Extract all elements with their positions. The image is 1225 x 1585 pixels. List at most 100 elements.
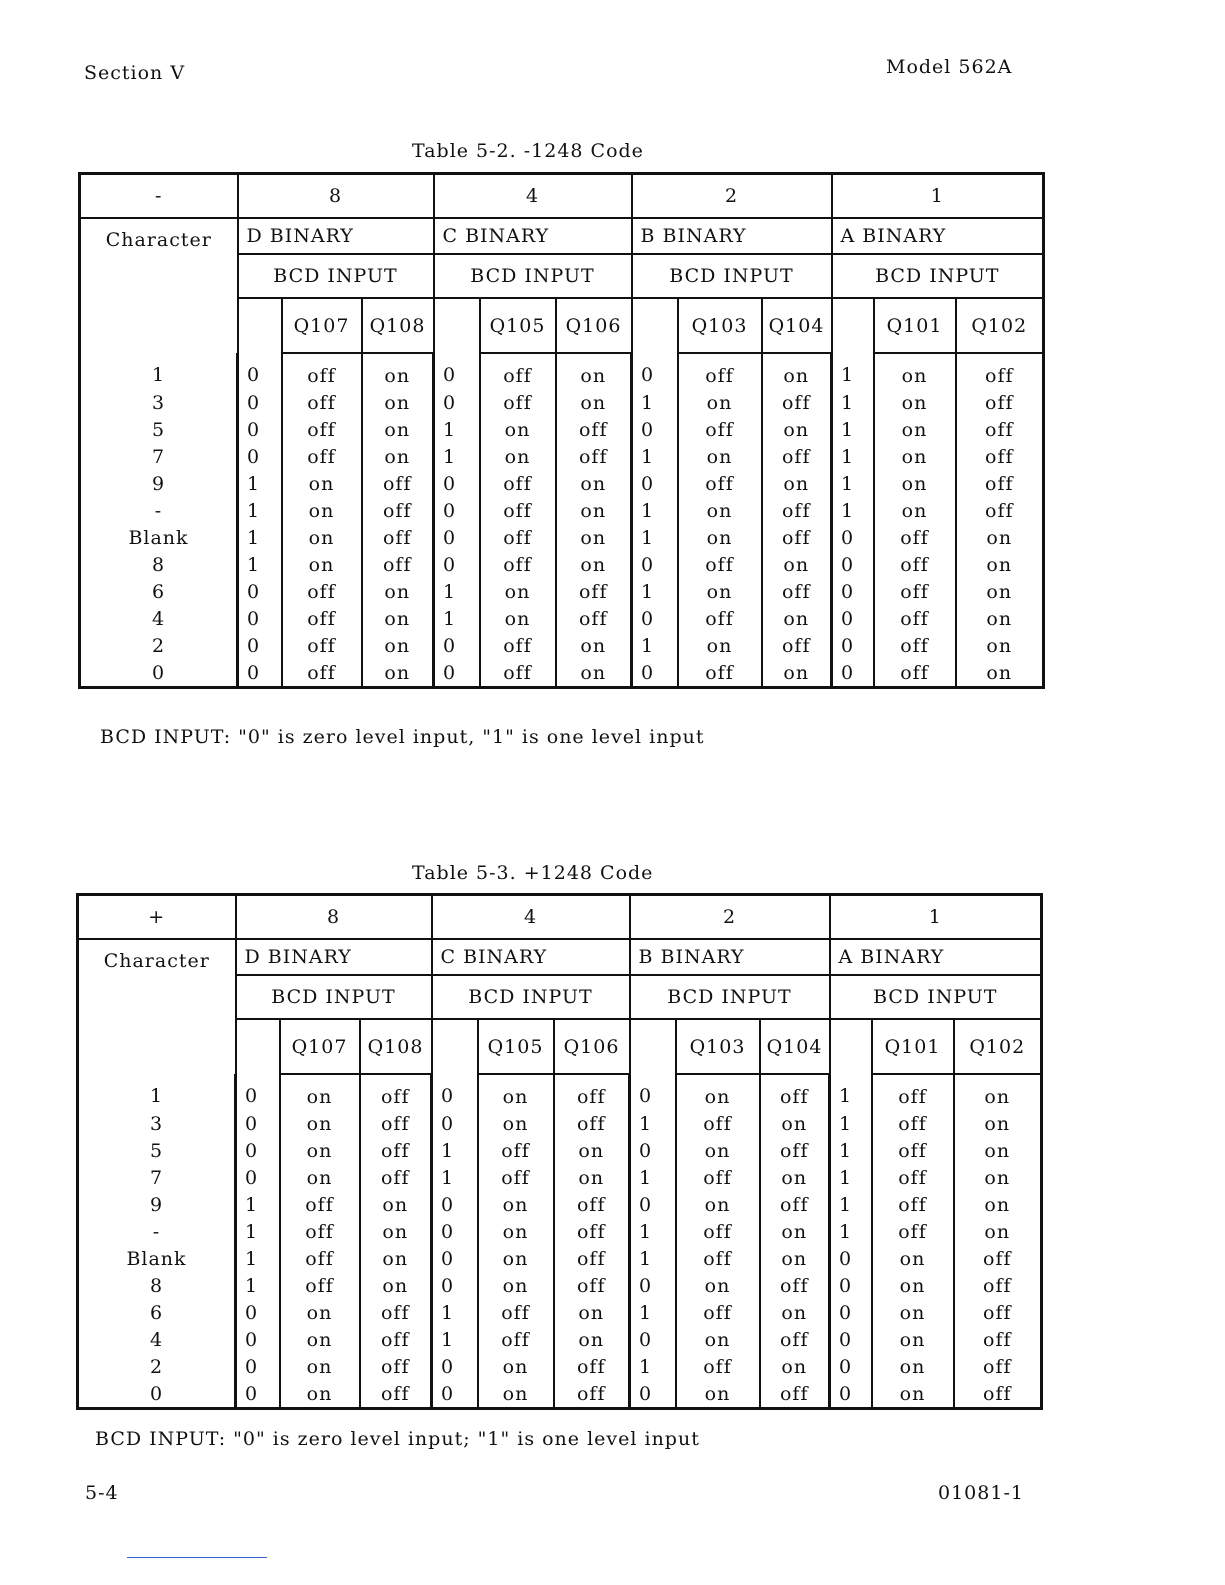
state-cell: on: [954, 605, 1044, 632]
table-row: 7 0 on off 1 off on 1 off on 1 off on: [78, 1164, 1042, 1191]
bit-cell: 0: [236, 389, 282, 416]
state-cell: off: [476, 1299, 554, 1326]
bit-cell: 0: [828, 1380, 872, 1409]
q-header: Q108: [358, 1018, 433, 1075]
bit-cell: 0: [234, 1074, 280, 1110]
state-cell: on: [278, 1164, 360, 1191]
state-cell: on: [358, 1218, 432, 1245]
table-note: BCD INPUT: "0" is zero level input, "1" …: [100, 726, 705, 748]
character-cell: 2: [151, 634, 166, 657]
state-cell: on: [760, 470, 832, 497]
state-cell: off: [554, 443, 632, 470]
state-cell: on: [554, 389, 632, 416]
state-cell: on: [360, 416, 434, 443]
bit-cell: 0: [234, 1299, 280, 1326]
weight-header: 4: [430, 893, 631, 940]
bit-cell: 1: [828, 1191, 872, 1218]
binary-header: C BINARY: [432, 217, 633, 255]
state-cell: off: [478, 551, 556, 578]
state-cell: off: [872, 659, 956, 688]
state-cell: off: [478, 389, 556, 416]
bit-cell: 0: [432, 659, 480, 688]
state-cell: on: [676, 578, 762, 605]
character-cell: 1: [151, 364, 166, 386]
bit-cell: 1: [830, 416, 874, 443]
bit-cell: 0: [628, 1272, 676, 1299]
state-cell: on: [476, 1110, 554, 1137]
character-cell: 5: [151, 418, 166, 441]
character-cell: 0: [149, 1382, 164, 1405]
character-cell: 4: [149, 1328, 164, 1351]
bit-cell: 1: [830, 389, 874, 416]
state-cell: on: [280, 551, 362, 578]
state-cell: off: [760, 497, 832, 524]
state-cell: on: [278, 1110, 360, 1137]
state-cell: on: [872, 470, 956, 497]
state-cell: on: [358, 1245, 432, 1272]
weight-header: 8: [234, 893, 433, 940]
table-row: 3 0 on off 0 on off 1 off on 1 off on: [78, 1110, 1042, 1137]
character-header: Character: [76, 938, 237, 1074]
state-cell: on: [478, 443, 556, 470]
binary-header: C BINARY: [430, 938, 631, 976]
state-cell: off: [552, 1245, 630, 1272]
table-row: 4 0 on off 1 off on 0 on off 0 on off: [78, 1326, 1042, 1353]
character-cell: 7: [151, 445, 166, 468]
document-number: 01081-1: [938, 1482, 1024, 1504]
state-cell: off: [674, 1218, 760, 1245]
weight-header: 8: [236, 172, 435, 219]
state-cell: off: [870, 1137, 954, 1164]
bit-cell: 1: [630, 524, 678, 551]
state-cell: off: [676, 605, 762, 632]
table-row: 7 0 off on 1 on off 1 on off 1 on off: [80, 443, 1044, 470]
state-cell: off: [952, 1272, 1042, 1299]
state-cell: on: [952, 1164, 1042, 1191]
bit-cell: 0: [432, 497, 480, 524]
state-cell: off: [760, 578, 832, 605]
character-cell: 9: [149, 1193, 164, 1216]
state-cell: off: [476, 1326, 554, 1353]
bit-cell: 1: [828, 1110, 872, 1137]
table-row: 1 0 on off 0 on off 0 on off 1 off on: [78, 1074, 1042, 1110]
state-cell: off: [554, 605, 632, 632]
state-cell: off: [758, 1191, 830, 1218]
state-cell: on: [870, 1245, 954, 1272]
bit-cell: 1: [236, 524, 282, 551]
weight-header: 1: [830, 172, 1045, 219]
bit-cell: 0: [830, 632, 874, 659]
state-cell: off: [870, 1164, 954, 1191]
character-cell: 2: [149, 1355, 164, 1378]
binary-header: D BINARY: [234, 938, 433, 976]
state-cell: off: [358, 1110, 432, 1137]
bit-cell: 0: [236, 605, 282, 632]
bit-cell: 0: [828, 1272, 872, 1299]
state-cell: off: [358, 1299, 432, 1326]
q-header: Q107: [278, 1018, 361, 1075]
state-cell: off: [872, 524, 956, 551]
state-cell: off: [870, 1074, 954, 1110]
character-cell: 5: [149, 1139, 164, 1162]
bit-cell: 0: [236, 632, 282, 659]
state-cell: on: [674, 1380, 760, 1409]
state-cell: off: [954, 443, 1044, 470]
state-cell: off: [674, 1245, 760, 1272]
state-cell: off: [280, 578, 362, 605]
bit-cell: 1: [828, 1074, 872, 1110]
state-cell: on: [552, 1137, 630, 1164]
state-cell: on: [674, 1191, 760, 1218]
state-cell: on: [280, 470, 362, 497]
weight-header: 2: [630, 172, 833, 219]
bit-cell: 0: [430, 1353, 478, 1380]
bit-cell: 0: [630, 353, 678, 389]
weight-header: 4: [432, 172, 633, 219]
bit-cell: 0: [830, 605, 874, 632]
state-cell: off: [674, 1299, 760, 1326]
state-cell: off: [552, 1380, 630, 1409]
state-cell: off: [280, 659, 362, 688]
bit-cell: 1: [828, 1218, 872, 1245]
state-cell: on: [952, 1218, 1042, 1245]
bit-cell: 1: [828, 1137, 872, 1164]
state-cell: on: [954, 632, 1044, 659]
section-label: Section V: [84, 62, 186, 84]
state-cell: off: [552, 1110, 630, 1137]
